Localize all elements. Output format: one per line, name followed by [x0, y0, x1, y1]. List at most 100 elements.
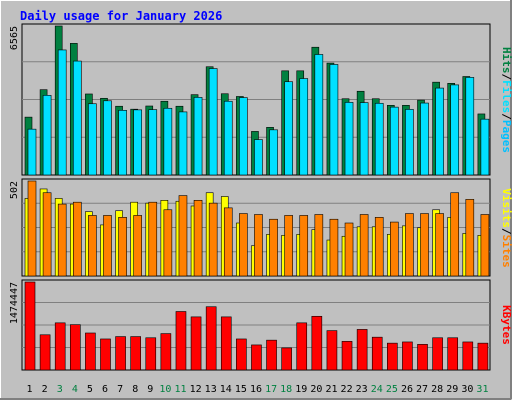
- bar-files-day-30: [465, 77, 475, 176]
- bar-sites-day-10: [163, 209, 173, 277]
- x-tick-day-3: 3: [57, 384, 63, 395]
- x-tick-day-28: 28: [431, 384, 443, 395]
- x-tick-day-2: 2: [42, 384, 48, 395]
- x-tick-day-16: 16: [250, 384, 262, 395]
- x-tick-day-20: 20: [310, 384, 322, 395]
- x-tick-day-17: 17: [265, 384, 277, 395]
- bar-sites-day-23: [359, 214, 369, 277]
- bar-kbytes-day-16: [251, 344, 262, 371]
- legend-hits-files-pages: Hits/Files/Pages: [500, 47, 512, 153]
- bar-files-day-3: [57, 49, 67, 176]
- bar-kbytes-day-23: [356, 329, 368, 371]
- legend-visits-sites: Visits/Sites: [500, 188, 512, 268]
- bar-files-day-8: [133, 109, 142, 176]
- x-tick-day-4: 4: [72, 384, 78, 395]
- bar-kbytes-day-22: [341, 341, 353, 371]
- bar-kbytes-day-17: [266, 339, 277, 371]
- x-tick-day-30: 30: [461, 384, 473, 395]
- x-tick-day-25: 25: [386, 384, 398, 395]
- bar-sites-day-20: [314, 214, 324, 277]
- x-tick-day-8: 8: [132, 384, 138, 395]
- bar-files-day-26: [405, 109, 414, 176]
- bar-kbytes-day-24: [371, 336, 383, 371]
- x-tick-day-12: 12: [190, 384, 202, 395]
- bar-files-day-1: [27, 128, 37, 176]
- bar-files-day-7: [118, 110, 127, 176]
- bar-sites-day-4: [72, 201, 82, 277]
- bar-files-day-18: [284, 81, 293, 176]
- bar-files-day-2: [42, 95, 52, 176]
- x-tick-day-10: 10: [159, 384, 171, 395]
- x-tick-day-7: 7: [117, 384, 123, 395]
- bar-files-day-22: [344, 102, 354, 176]
- bar-files-day-6: [103, 100, 112, 176]
- bar-kbytes-day-1: [24, 281, 36, 371]
- legend-item-hits-0: Hits: [500, 47, 512, 74]
- x-tick-day-14: 14: [220, 384, 232, 395]
- x-tick-day-29: 29: [446, 384, 458, 395]
- x-tick-day-18: 18: [280, 384, 292, 395]
- bar-kbytes-day-27: [417, 344, 428, 371]
- bar-sites-day-6: [103, 215, 112, 277]
- bar-sites-day-27: [420, 213, 429, 277]
- bar-files-day-29: [450, 84, 460, 176]
- bar-files-day-17: [269, 129, 278, 176]
- bar-sites-day-5: [88, 215, 97, 277]
- x-tick-day-27: 27: [416, 384, 428, 395]
- legend-item--1: /: [500, 228, 512, 235]
- bar-sites-day-12: [193, 200, 203, 277]
- bar-files-day-10: [163, 107, 173, 176]
- bar-files-day-27: [420, 102, 429, 176]
- bar-files-day-11: [178, 111, 188, 176]
- x-tick-day-15: 15: [235, 384, 247, 395]
- chart-title: Daily usage for January 2026: [20, 9, 222, 23]
- bar-kbytes-day-14: [220, 316, 232, 371]
- bar-kbytes-day-6: [100, 338, 111, 371]
- bar-kbytes-day-19: [296, 322, 308, 371]
- bar-kbytes-day-18: [281, 347, 292, 371]
- x-axis-labels: 1 2 3 4 5 6 7 8 9 10 11 12 13 14 15 16 17 18 19 20 21 22 23 24 2…: [27, 384, 489, 395]
- ymax-label-kbytes: 1474447: [9, 282, 20, 324]
- bar-files-day-4: [72, 60, 82, 176]
- bar-kbytes-day-3: [54, 322, 66, 371]
- bar-files-day-31: [480, 118, 490, 176]
- bar-kbytes-day-9: [145, 337, 157, 371]
- ymax-label-visits-sites: 502: [9, 181, 20, 199]
- bar-sites-day-26: [405, 213, 414, 277]
- bar-files-day-20: [314, 54, 324, 176]
- bar-sites-day-15: [239, 213, 248, 277]
- bar-kbytes-day-26: [402, 341, 413, 371]
- legend-item-kbytes-0: KBytes: [500, 305, 512, 345]
- bar-files-day-16: [254, 139, 263, 176]
- bar-files-day-12: [193, 97, 203, 176]
- bar-kbytes-day-13: [205, 306, 217, 371]
- bar-sites-day-17: [269, 218, 278, 277]
- bar-sites-day-8: [133, 215, 142, 277]
- bar-kbytes-day-4: [69, 324, 81, 371]
- bar-sites-day-30: [465, 199, 475, 277]
- bar-kbytes-day-21: [326, 330, 338, 371]
- bar-kbytes-day-29: [447, 337, 459, 371]
- bar-sites-day-31: [480, 214, 490, 277]
- bar-sites-day-1: [27, 180, 37, 277]
- x-tick-day-24: 24: [371, 384, 383, 395]
- bar-kbytes-day-20: [311, 315, 323, 371]
- x-tick-day-26: 26: [401, 384, 413, 395]
- bar-kbytes-day-7: [115, 336, 126, 371]
- bar-sites-day-25: [390, 221, 399, 277]
- bar-kbytes-day-28: [432, 337, 443, 371]
- x-tick-day-6: 6: [102, 384, 108, 395]
- bar-files-day-15: [239, 97, 248, 176]
- bar-sites-day-22: [344, 222, 354, 277]
- bar-kbytes-day-2: [39, 334, 51, 371]
- x-tick-day-23: 23: [356, 384, 368, 395]
- bar-kbytes-day-12: [190, 316, 202, 371]
- bar-sites-day-7: [118, 217, 127, 277]
- bar-sites-day-3: [57, 203, 67, 277]
- ymax-label-hits-files-pages: 6565: [9, 26, 20, 50]
- bar-sites-day-28: [435, 213, 444, 277]
- bar-files-day-19: [299, 78, 309, 176]
- bar-sites-day-14: [223, 207, 233, 277]
- x-tick-day-1: 1: [27, 384, 33, 395]
